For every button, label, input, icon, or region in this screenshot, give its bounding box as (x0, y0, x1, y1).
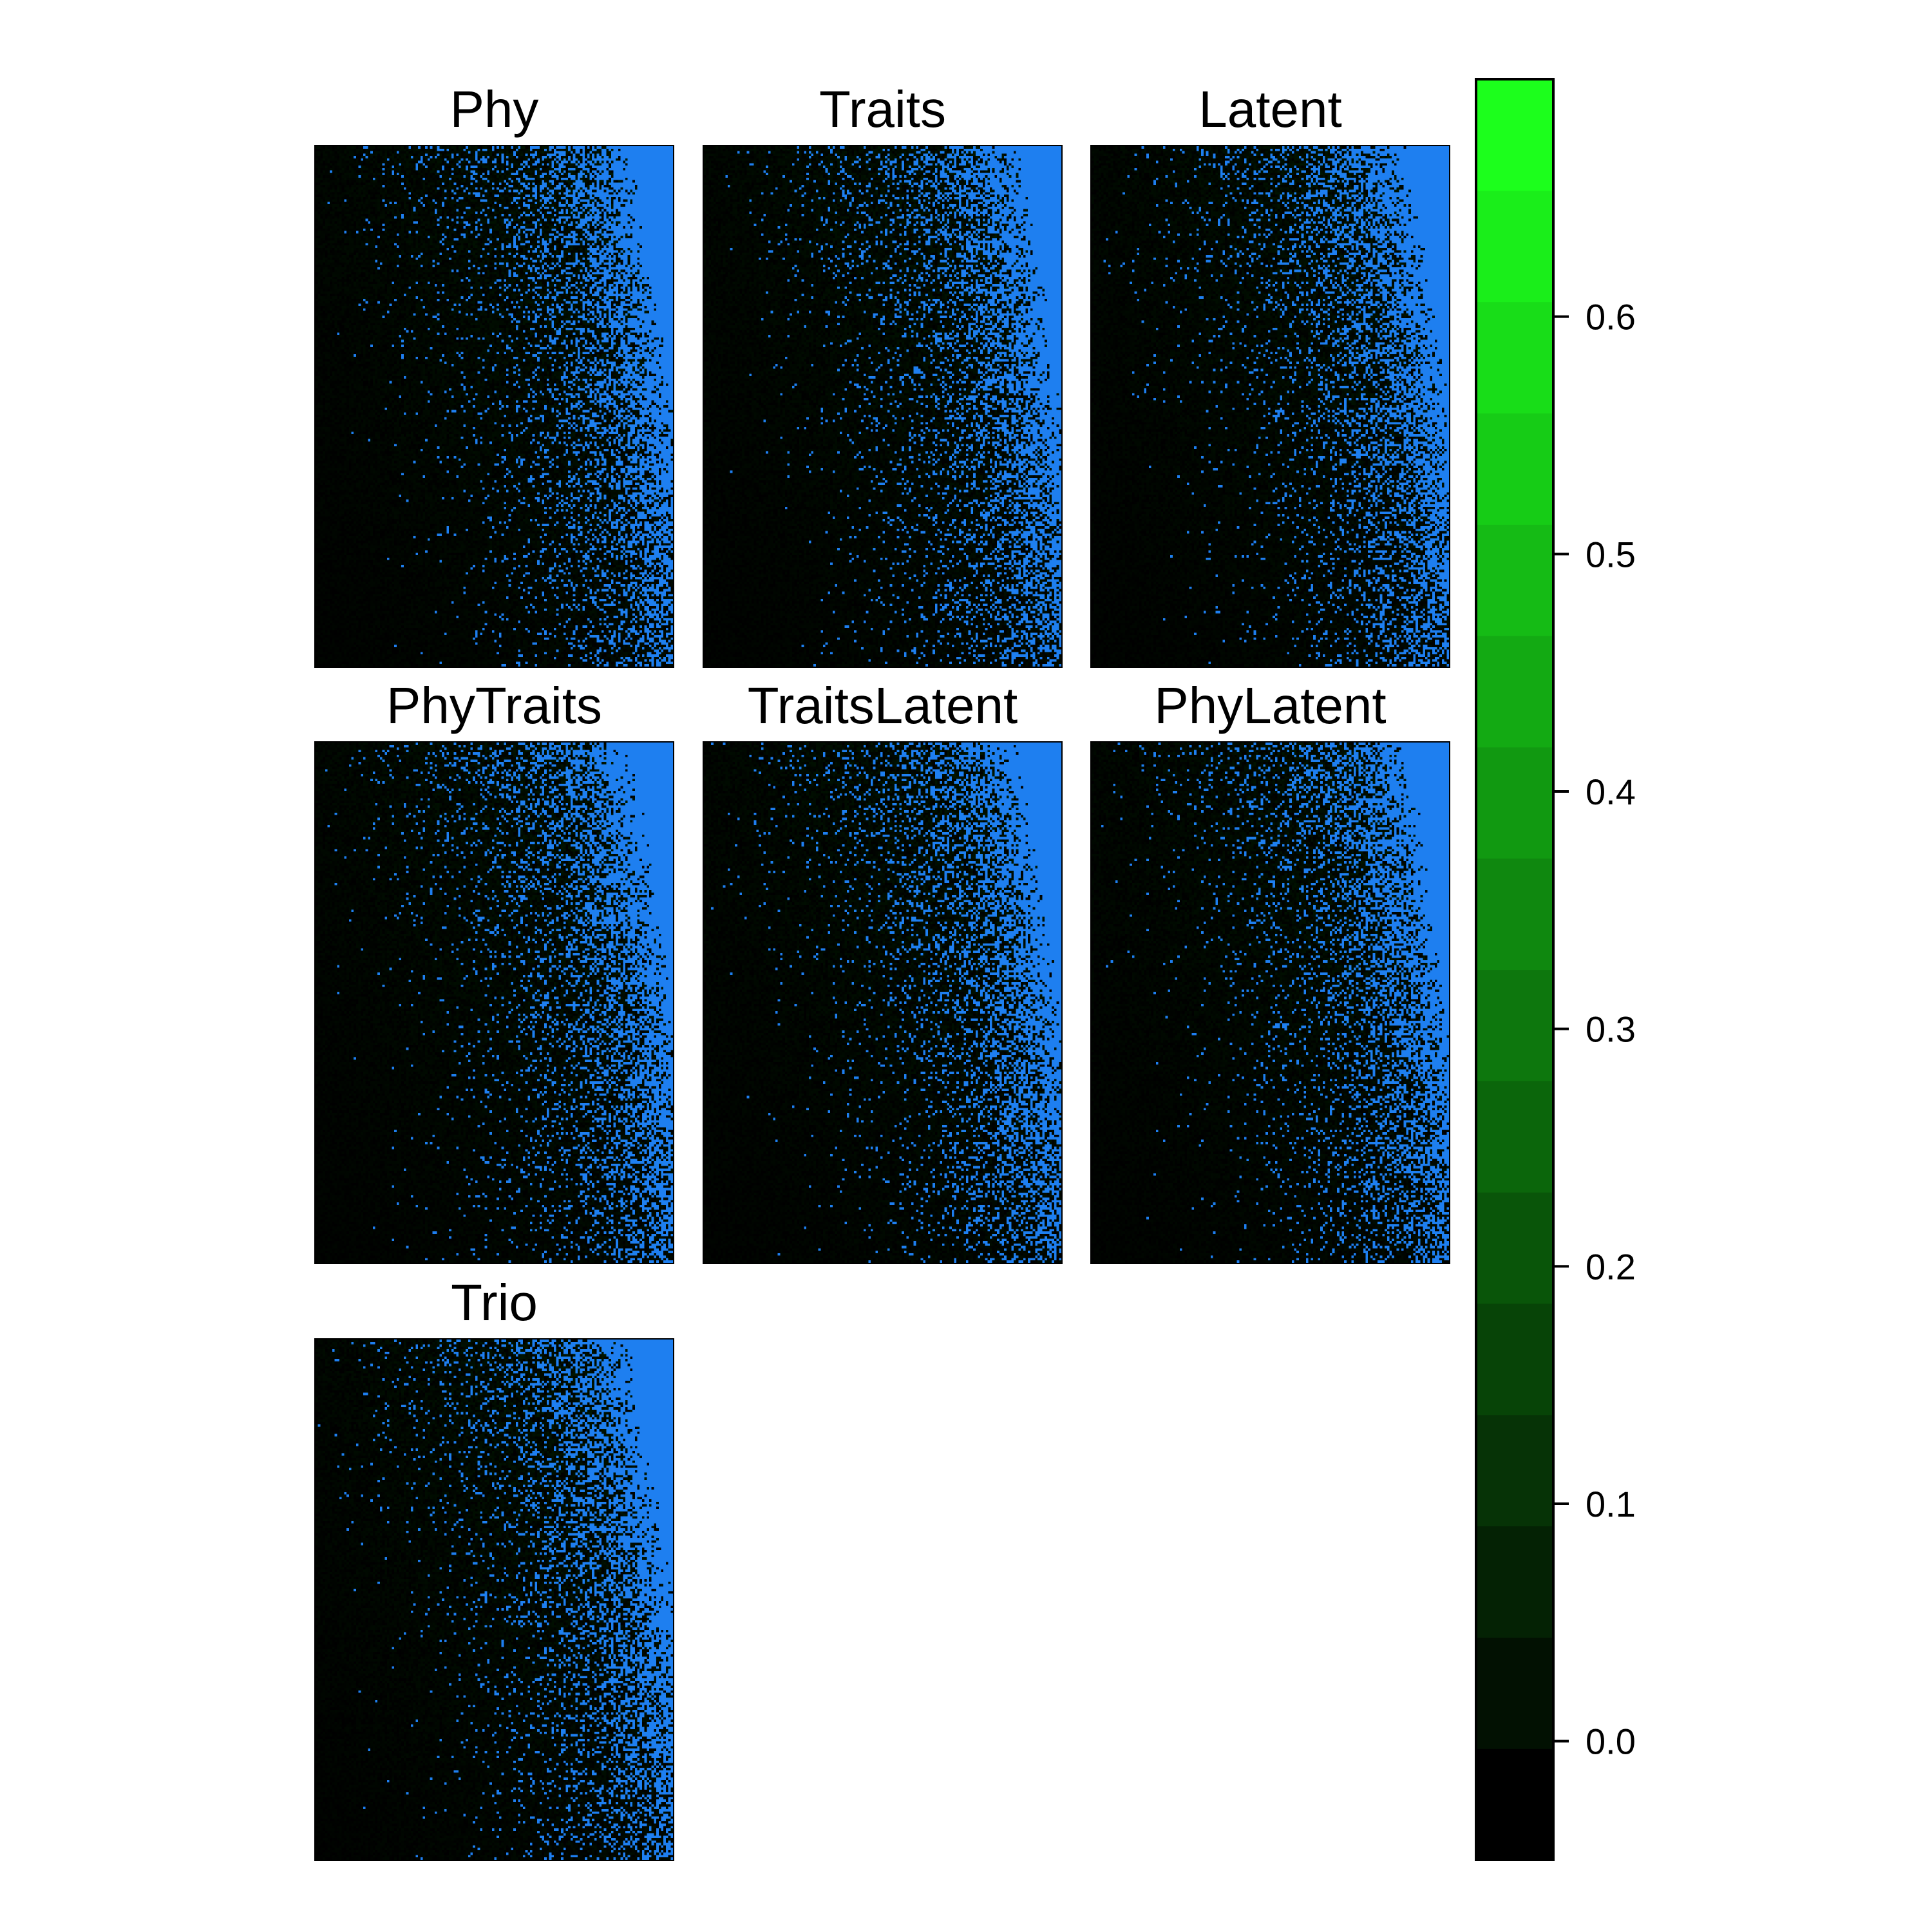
colorbar-band (1476, 1192, 1553, 1304)
panel-title: TraitsLatent (748, 677, 1018, 734)
colorbar-band (1476, 301, 1553, 414)
heatmap-cells-traitslatent (704, 743, 1061, 1263)
colorbar-tick-label: 0.6 (1586, 297, 1636, 337)
colorbar-band (1476, 969, 1553, 1081)
colorbar-band (1476, 1081, 1553, 1193)
colorbar-band (1476, 1303, 1553, 1416)
heatmap-cells-phy (316, 146, 673, 667)
colorbar-tick-label: 0.2 (1586, 1246, 1636, 1287)
panel-trio: Trio (314, 1274, 674, 1861)
colorbar-band (1476, 79, 1553, 191)
heatmap-cells-phytraits (316, 743, 673, 1263)
panel-title: Trio (451, 1274, 538, 1331)
colorbar-band (1476, 1748, 1553, 1861)
heatmap-cells-phylatent (1092, 743, 1449, 1263)
colorbar: 0.0 0.1 0.2 0.3 0.4 0.5 0.6 (1475, 78, 1636, 1861)
colorbar-tick-label: 0.1 (1586, 1484, 1636, 1524)
colorbar-band (1476, 858, 1553, 971)
heatmap-cells-latent (1092, 146, 1449, 667)
colorbar-tick-label: 0.5 (1586, 534, 1636, 574)
panel-title: PhyLatent (1154, 677, 1386, 734)
colorbar-band (1476, 1414, 1553, 1527)
colorbar-band (1476, 524, 1553, 636)
panel-title: Traits (819, 80, 946, 138)
colorbar-tick-label: 0.0 (1586, 1721, 1636, 1762)
heatmap-cells-trio (316, 1340, 673, 1860)
colorbar-frame (1475, 78, 1555, 1861)
panel-title: Latent (1198, 80, 1341, 138)
panel-title: Phy (450, 80, 539, 138)
colorbar-band (1476, 190, 1553, 303)
panel-title: PhyTraits (386, 677, 602, 734)
colorbar-band (1476, 636, 1553, 748)
colorbar-tick-label: 0.4 (1586, 772, 1636, 812)
colorbar-band (1476, 746, 1553, 859)
colorbar-band (1476, 1637, 1553, 1749)
panel-traits: Traits (703, 80, 1063, 668)
heatmap-cells-traits (704, 146, 1061, 667)
colorbar-band (1476, 413, 1553, 525)
colorbar-tick-label: 0.3 (1586, 1009, 1636, 1050)
colorbar-band (1476, 1526, 1553, 1638)
